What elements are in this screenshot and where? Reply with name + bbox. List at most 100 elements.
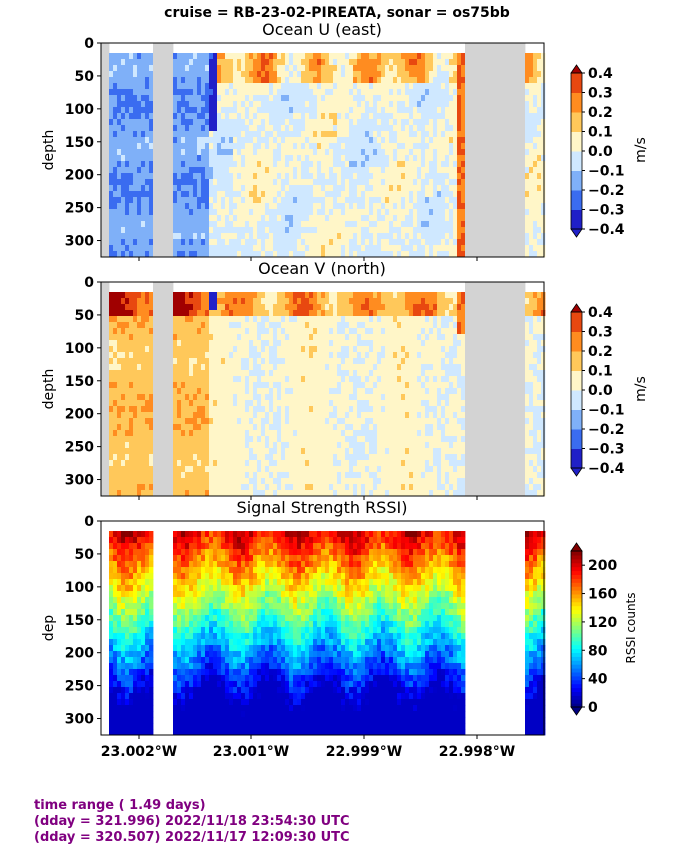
colorbar-segment — [571, 691, 582, 696]
colorbar-segment — [571, 409, 582, 430]
colorbar-tick-label: 0.1 — [588, 364, 613, 380]
panel-ocean-u-ylabel: depth — [41, 130, 57, 171]
y-tick-label: 100 — [65, 102, 94, 118]
y-tick-label: 0 — [84, 36, 94, 52]
colorbar-segment — [571, 209, 582, 230]
y-tick-label: 50 — [75, 69, 95, 85]
colorbar-segment — [571, 664, 582, 669]
colorbar-segment — [571, 582, 582, 587]
colorbar-segment — [571, 390, 582, 410]
colorbar-segment — [571, 699, 582, 704]
colorbar-segment — [571, 554, 582, 560]
panel-rssi: Signal Strength RSSI) dep 0 50 100 150 200 25… — [41, 498, 638, 760]
panel-ocean-u-colorbar-label: m/s — [633, 137, 649, 163]
panel-ocean-v-plot: 0 50 100 150 200 250 300 — [65, 275, 546, 500]
y-tick-label: 100 — [65, 580, 94, 596]
colorbar-tick-label: 0.1 — [588, 125, 613, 141]
colorbar-segment — [571, 636, 582, 642]
colorbar-segment — [571, 605, 582, 611]
colorbar-segment — [571, 648, 582, 653]
colorbar-segment — [571, 597, 582, 603]
y-tick-label: 200 — [65, 168, 94, 184]
panel-ocean-v-colorbar: 0.4 0.3 0.2 0.1 0.0 −0.1 −0.2 −0.3 −0.4 — [570, 303, 625, 477]
x-tick-label: 22.998°W — [439, 744, 515, 760]
colorbar-segment — [571, 675, 582, 681]
colorbar-tick-label: −0.4 — [588, 222, 625, 238]
colorbar-segment — [571, 570, 582, 575]
colorbar-segment — [571, 429, 582, 449]
colorbar-segment — [571, 551, 582, 556]
x-tick-label: 23.002°W — [101, 744, 177, 760]
colorbar-tick-label: −0.2 — [588, 422, 625, 438]
colorbar-segment — [571, 632, 582, 638]
colorbar-segment — [571, 656, 582, 661]
colorbar-segment — [571, 671, 582, 677]
panel-rssi-colorbar: 200 160 120 80 40 0 — [570, 542, 617, 716]
panel-ocean-v-title: Ocean V (north) — [258, 259, 386, 278]
y-tick-label: 300 — [65, 234, 94, 250]
colorbar-segment — [571, 683, 582, 689]
panel-rssi-plot: 0 50 100 150 200 250 300 23.002°W 23.001°W 22.999… — [65, 514, 546, 760]
colorbar-extend-min — [570, 228, 583, 238]
colorbar-tick-label: 0.2 — [588, 105, 613, 121]
colorbar-segment — [571, 644, 582, 650]
panel-ocean-u: Ocean U (east) depth 050100150200250300 … — [41, 20, 649, 261]
colorbar-segment — [571, 590, 582, 595]
colorbar-tick-label: 0.4 — [588, 66, 613, 82]
colorbar-tick-label: 120 — [588, 615, 617, 631]
figure-suptitle: cruise = RB-23-02-PIREATA, sonar = os75b… — [164, 5, 510, 21]
colorbar-tick-label: 0.3 — [588, 86, 613, 102]
colorbar-tick-label: −0.4 — [588, 461, 625, 477]
colorbar-segment — [571, 131, 582, 152]
colorbar-segment — [571, 593, 582, 599]
colorbar-segment — [571, 617, 582, 622]
y-tick-label: 0 — [84, 275, 94, 291]
y-tick-label: 50 — [75, 547, 95, 563]
y-tick-label: 150 — [65, 613, 94, 629]
colorbar-tick-label: −0.2 — [588, 183, 625, 199]
time-range-line: time range ( 1.49 days) — [34, 798, 206, 813]
colorbar-tick-label: 160 — [588, 587, 617, 603]
colorbar-segment — [571, 312, 582, 332]
colorbar-tick-label: −0.3 — [588, 203, 625, 219]
colorbar-tick-label: 0.0 — [588, 383, 613, 399]
colorbar-tick-label: 40 — [588, 672, 608, 688]
colorbar-segment — [571, 190, 582, 210]
colorbar-segment — [571, 370, 582, 391]
panel-ocean-v-colorbar-label: m/s — [633, 376, 649, 402]
figure: cruise = RB-23-02-PIREATA, sonar = os75b… — [41, 5, 649, 760]
colorbar-segment — [571, 613, 582, 618]
colorbar-segment — [571, 170, 582, 191]
colorbar-tick-label: 0.0 — [588, 144, 613, 160]
colorbar-segment — [571, 679, 582, 685]
colorbar-segment — [571, 703, 582, 708]
colorbar-segment — [571, 92, 582, 113]
colorbar-tick-label: −0.1 — [588, 403, 625, 419]
time-range-footer: time range ( 1.49 days) (dday = 321.996)… — [34, 798, 350, 846]
colorbar-segment — [571, 574, 582, 579]
time-range-start-line: (dday = 320.507) 2022/11/17 12:09:30 UTC — [34, 830, 350, 845]
colorbar-segment — [571, 609, 582, 614]
y-tick-label: 200 — [65, 407, 94, 423]
colorbar-segment — [571, 629, 582, 634]
panel-ocean-v-ylabel: depth — [41, 369, 57, 410]
colorbar-tick-label: 0.3 — [588, 325, 613, 341]
colorbar-extend-min — [570, 467, 583, 477]
y-tick-label: 300 — [65, 473, 94, 489]
y-tick-label: 100 — [65, 341, 94, 357]
colorbar-segment — [571, 586, 582, 591]
colorbar-segment — [571, 578, 582, 583]
panel-ocean-u-plot: 0 50 100 150 200 250 300 — [65, 36, 546, 261]
colorbar-segment — [571, 625, 582, 630]
y-tick-label: 50 — [75, 308, 95, 324]
colorbar-segment — [571, 351, 582, 371]
panel-rssi-colorbar-label: RSSI counts — [624, 592, 638, 663]
colorbar-segment — [571, 660, 582, 665]
y-tick-label: 200 — [65, 646, 94, 662]
colorbar-extend-max — [570, 303, 583, 313]
colorbar-extend-min — [570, 706, 583, 716]
colorbar-segment — [571, 566, 582, 572]
colorbar-tick-label: −0.1 — [588, 164, 625, 180]
colorbar-segment — [571, 687, 582, 692]
colorbar-segment — [571, 562, 582, 568]
